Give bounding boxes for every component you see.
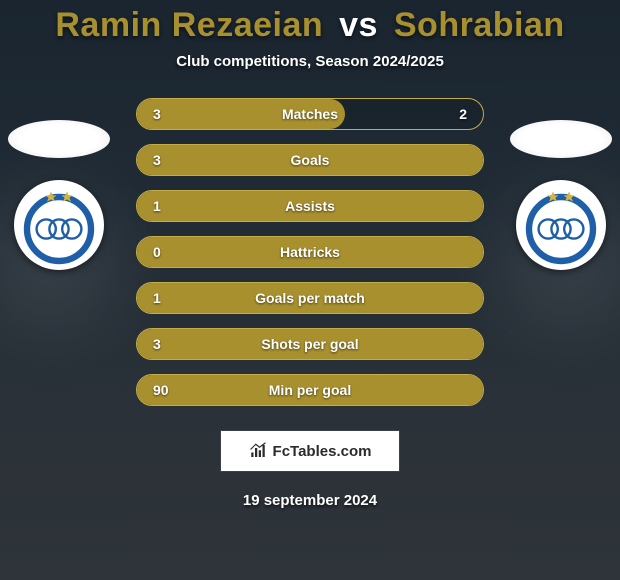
stat-label: Hattricks: [137, 244, 483, 260]
club-crest-icon: [19, 185, 99, 265]
stat-label: Goals: [137, 152, 483, 168]
stat-row: 0Hattricks: [136, 236, 484, 268]
page-title: Ramin Rezaeian vs Sohrabian: [55, 6, 564, 45]
club-logo-right: [516, 180, 606, 270]
stat-row: 3Shots per goal: [136, 328, 484, 360]
stat-row: 3Matches2: [136, 98, 484, 130]
stat-row: 3Goals: [136, 144, 484, 176]
stat-label: Shots per goal: [137, 336, 483, 352]
subtitle: Club competitions, Season 2024/2025: [176, 53, 444, 70]
club-logo-left: [14, 180, 104, 270]
date-text: 19 september 2024: [243, 492, 377, 509]
stat-label: Matches: [137, 106, 483, 122]
stat-right-value: 2: [447, 106, 467, 122]
stat-label: Min per goal: [137, 382, 483, 398]
vs-text: vs: [339, 6, 378, 44]
stat-label: Goals per match: [137, 290, 483, 306]
watermark-text: FcTables.com: [273, 443, 372, 460]
player1-name: Ramin Rezaeian: [55, 6, 323, 44]
chart-icon: [249, 442, 267, 460]
stats-list: 3Matches2 3Goals 1Assists 0Hattricks 1Goals …: [136, 98, 484, 406]
country-flag-left: [8, 120, 110, 158]
watermark: FcTables.com: [220, 430, 400, 472]
stat-row: 1Assists: [136, 190, 484, 222]
player2-name: Sohrabian: [394, 6, 565, 44]
stat-label: Assists: [137, 198, 483, 214]
stat-row: 1Goals per match: [136, 282, 484, 314]
content-wrapper: Ramin Rezaeian vs Sohrabian Club competi…: [0, 0, 620, 580]
country-flag-right: [510, 120, 612, 158]
club-crest-icon: [521, 185, 601, 265]
stat-row: 90Min per goal: [136, 374, 484, 406]
